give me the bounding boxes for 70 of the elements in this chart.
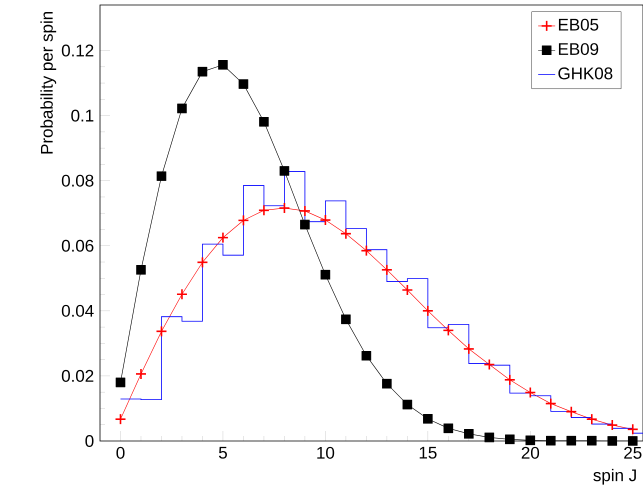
point (217, 232, 229, 244)
point (341, 314, 351, 324)
point (156, 171, 166, 181)
point (320, 270, 330, 280)
point (626, 423, 639, 436)
point (463, 343, 475, 355)
point (545, 398, 557, 410)
point (546, 436, 556, 446)
point (340, 228, 352, 240)
point (259, 116, 269, 127)
x-axis-title: spin J (593, 468, 636, 485)
point (362, 350, 372, 361)
point (114, 413, 126, 425)
point (505, 434, 515, 444)
y-tick-label: 0 (85, 434, 94, 447)
point (444, 423, 454, 434)
point (135, 368, 147, 380)
x-tick-label: 15 (420, 446, 437, 459)
point (442, 324, 454, 336)
x-tick-label: 0 (116, 446, 125, 459)
point (484, 358, 496, 370)
point (258, 204, 270, 216)
point (320, 214, 332, 226)
point (280, 166, 290, 176)
x-tick-label: 5 (218, 446, 227, 459)
y-tick-label: 0.06 (62, 240, 94, 252)
point (526, 436, 536, 446)
x-tick-label: 25 (624, 446, 642, 459)
point (238, 214, 250, 226)
point (504, 374, 516, 386)
y-axis-title: Probability per spin (40, 12, 56, 154)
y-tick-label: 0.12 (62, 44, 94, 57)
point (299, 205, 311, 217)
point (607, 436, 618, 446)
y-tick-label: 0.1 (71, 110, 94, 122)
legend-label: EB09 (558, 43, 598, 56)
point (628, 436, 638, 446)
x-tick-label: 10 (317, 446, 334, 459)
point (177, 104, 187, 114)
point (566, 436, 576, 446)
x-tick-label: 20 (522, 446, 540, 459)
point (422, 305, 434, 317)
point (464, 429, 474, 439)
point (156, 326, 168, 338)
point (238, 79, 248, 89)
point (382, 378, 392, 389)
point (606, 419, 618, 431)
point (278, 202, 290, 214)
y-tick-label: 0.08 (62, 174, 94, 187)
point (565, 406, 578, 418)
point (300, 220, 310, 230)
point (524, 386, 536, 398)
point (218, 60, 228, 70)
point (136, 265, 146, 275)
legend-label: GHK08 (558, 67, 612, 80)
point (176, 288, 188, 300)
point (116, 378, 126, 388)
point (586, 413, 598, 425)
point (198, 66, 208, 76)
y-tick-label: 0.02 (62, 370, 94, 382)
legend-label: EB05 (558, 18, 598, 31)
point (196, 256, 208, 268)
point (586, 436, 597, 446)
point (484, 432, 494, 442)
point (402, 284, 414, 296)
point (423, 414, 433, 424)
point (360, 244, 372, 256)
y-tick-label: 0.04 (62, 304, 94, 317)
point (381, 264, 393, 276)
point (402, 400, 412, 410)
